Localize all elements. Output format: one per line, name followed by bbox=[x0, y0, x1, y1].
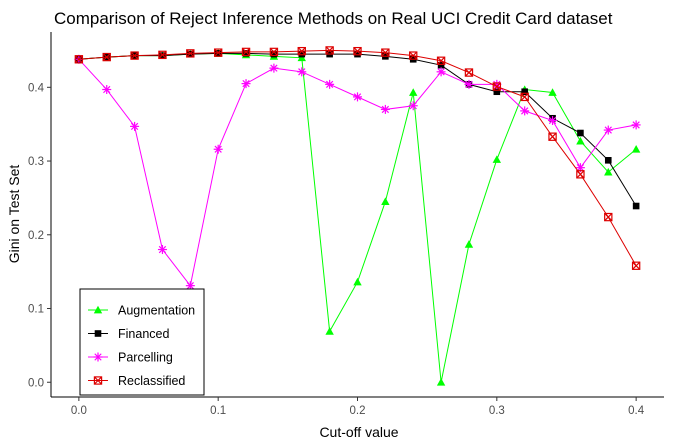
data-point-marker bbox=[94, 330, 102, 337]
x-tick-label: 0.1 bbox=[210, 405, 226, 417]
data-point-marker bbox=[548, 115, 558, 125]
x-axis-title: Cut-off value bbox=[319, 424, 398, 440]
legend-item-parcelling: Parcelling bbox=[88, 351, 173, 365]
data-point-marker bbox=[409, 51, 418, 60]
data-point-marker bbox=[408, 101, 418, 111]
data-point-marker bbox=[604, 212, 613, 222]
data-point-marker bbox=[576, 136, 585, 145]
data-point-marker bbox=[242, 50, 250, 57]
data-point-marker bbox=[185, 281, 195, 291]
data-point-marker bbox=[325, 327, 334, 335]
series-line bbox=[78, 49, 637, 266]
y-tick-label: 0.3 bbox=[28, 156, 44, 168]
data-point-marker bbox=[577, 129, 584, 137]
plot-area bbox=[74, 46, 641, 386]
data-point-marker bbox=[93, 352, 103, 362]
y-tick-label: 0.2 bbox=[28, 230, 44, 242]
y-axis-title: Gini on Test Set bbox=[6, 165, 22, 264]
data-point-marker bbox=[464, 68, 474, 77]
data-point-marker bbox=[604, 167, 613, 176]
data-point-marker bbox=[380, 104, 390, 114]
data-point-marker bbox=[213, 48, 223, 57]
data-point-marker bbox=[520, 92, 529, 102]
data-point-marker bbox=[492, 82, 502, 91]
data-point-marker bbox=[325, 46, 334, 55]
data-point-marker bbox=[436, 67, 446, 77]
data-point-marker bbox=[74, 55, 84, 64]
data-point-marker bbox=[604, 157, 612, 164]
legend-item-financed: Financed bbox=[88, 327, 169, 341]
data-point-marker bbox=[631, 120, 641, 130]
legend-item-reclassified: Reclassified bbox=[88, 374, 185, 388]
series-parcelling bbox=[74, 54, 641, 291]
data-point-marker bbox=[631, 261, 641, 270]
data-point-marker bbox=[381, 197, 390, 205]
series-line bbox=[78, 52, 637, 207]
data-point-marker bbox=[520, 106, 530, 116]
legend-label: Financed bbox=[118, 327, 169, 341]
data-point-marker bbox=[269, 63, 279, 73]
x-tick-label: 0.0 bbox=[71, 405, 87, 417]
legend: Augmentation Financed Parcelling Reclassifi… bbox=[79, 288, 205, 396]
data-point-marker bbox=[464, 240, 474, 248]
data-point-marker bbox=[241, 79, 251, 89]
data-point-marker bbox=[130, 51, 139, 60]
data-point-marker bbox=[353, 277, 362, 286]
data-point-marker bbox=[157, 245, 167, 255]
data-point-marker bbox=[102, 85, 112, 95]
data-point-marker bbox=[632, 202, 640, 210]
data-point-marker bbox=[576, 170, 585, 179]
data-point-marker bbox=[437, 61, 445, 69]
legend-label: Parcelling bbox=[118, 351, 173, 365]
y-tick-label: 0.4 bbox=[28, 82, 45, 94]
chart-title: Comparison of Reject Inference Methods o… bbox=[54, 9, 613, 28]
data-point-marker bbox=[464, 79, 474, 89]
data-point-marker bbox=[493, 88, 501, 96]
data-point-marker bbox=[325, 79, 335, 89]
data-point-marker bbox=[130, 121, 140, 131]
legend-label: Augmentation bbox=[118, 304, 195, 318]
x-tick-label: 0.2 bbox=[350, 405, 366, 417]
data-point-marker bbox=[381, 48, 390, 57]
data-point-marker bbox=[353, 46, 362, 56]
data-point-marker bbox=[492, 155, 502, 163]
data-point-marker bbox=[186, 49, 195, 58]
data-point-marker bbox=[270, 50, 278, 58]
data-point-marker bbox=[409, 88, 418, 96]
data-point-marker bbox=[93, 305, 103, 314]
data-point-marker bbox=[213, 144, 223, 154]
legend-item-augmentation: Augmentation bbox=[88, 304, 195, 318]
data-point-marker bbox=[521, 88, 528, 96]
data-point-marker bbox=[575, 163, 585, 173]
data-point-marker bbox=[603, 125, 613, 135]
data-point-marker bbox=[548, 132, 557, 141]
data-point-marker bbox=[297, 67, 307, 77]
data-point-marker bbox=[93, 376, 103, 385]
data-point-marker bbox=[631, 145, 641, 153]
series-reclassified bbox=[74, 46, 641, 270]
x-tick-label: 0.4 bbox=[628, 405, 645, 417]
series-financed bbox=[75, 50, 640, 210]
legend-label: Reclassified bbox=[118, 374, 185, 388]
data-point-marker bbox=[297, 46, 306, 56]
y-tick-label: 0.1 bbox=[28, 304, 44, 316]
data-point-marker bbox=[298, 50, 306, 58]
data-point-marker bbox=[436, 56, 446, 65]
data-point-marker bbox=[241, 47, 251, 57]
x-tick-label: 0.3 bbox=[489, 405, 505, 417]
data-point-marker bbox=[158, 50, 167, 60]
data-point-marker bbox=[102, 52, 111, 62]
axes: 0.0 0.1 0.2 0.3 0.4 0.0 0.1 0.2 0.3 0.4 bbox=[28, 32, 664, 417]
data-point-marker bbox=[269, 47, 279, 57]
data-point-marker bbox=[354, 50, 361, 58]
data-point-marker bbox=[548, 88, 557, 96]
data-point-marker bbox=[436, 378, 446, 386]
y-tick-label: 0.0 bbox=[28, 377, 44, 389]
data-point-marker bbox=[353, 92, 362, 102]
